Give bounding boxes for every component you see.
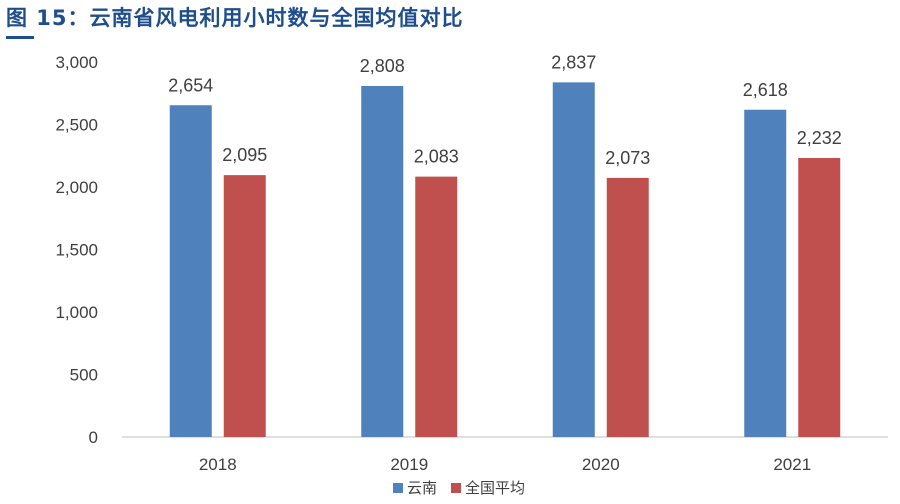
bar-yunnan-2019 — [361, 86, 404, 437]
legend-label: 云南 — [407, 479, 437, 497]
title-underline — [6, 36, 34, 39]
y-tick-label: 1,000 — [55, 303, 98, 322]
bar-yunnan-2020 — [552, 82, 595, 437]
data-label: 2,095 — [222, 145, 267, 165]
bar-national-avg-2019 — [415, 176, 458, 437]
data-label: 2,083 — [414, 147, 459, 167]
figure-title: 图 15：云南省风电利用小时数与全国均值对比 — [6, 6, 464, 30]
y-tick-label: 1,500 — [55, 241, 98, 260]
x-tick-label: 2020 — [582, 455, 620, 474]
bar-national-avg-2018 — [223, 175, 266, 437]
y-tick-label: 500 — [70, 366, 98, 385]
data-label: 2,837 — [551, 52, 596, 72]
bar-national-avg-2021 — [798, 158, 841, 437]
x-tick-label: 2019 — [390, 455, 428, 474]
y-tick-label: 2,000 — [55, 178, 98, 197]
x-tick-label: 2018 — [199, 455, 237, 474]
data-label: 2,654 — [168, 75, 213, 95]
y-tick-label: 3,000 — [55, 53, 98, 72]
data-label: 2,808 — [360, 56, 405, 76]
legend-label: 全国平均 — [465, 479, 525, 497]
bar-yunnan-2018 — [169, 105, 212, 437]
bar-yunnan-2021 — [744, 109, 787, 437]
x-tick-label: 2021 — [773, 455, 811, 474]
legend-swatch-yunnan — [393, 483, 403, 493]
y-tick-label: 0 — [89, 428, 98, 447]
legend-swatch-national-avg — [451, 483, 461, 493]
bar-national-avg-2020 — [606, 177, 649, 437]
data-label: 2,232 — [797, 128, 842, 148]
data-label: 2,073 — [605, 148, 650, 168]
data-label: 2,618 — [743, 80, 788, 100]
y-tick-label: 2,500 — [55, 116, 98, 135]
